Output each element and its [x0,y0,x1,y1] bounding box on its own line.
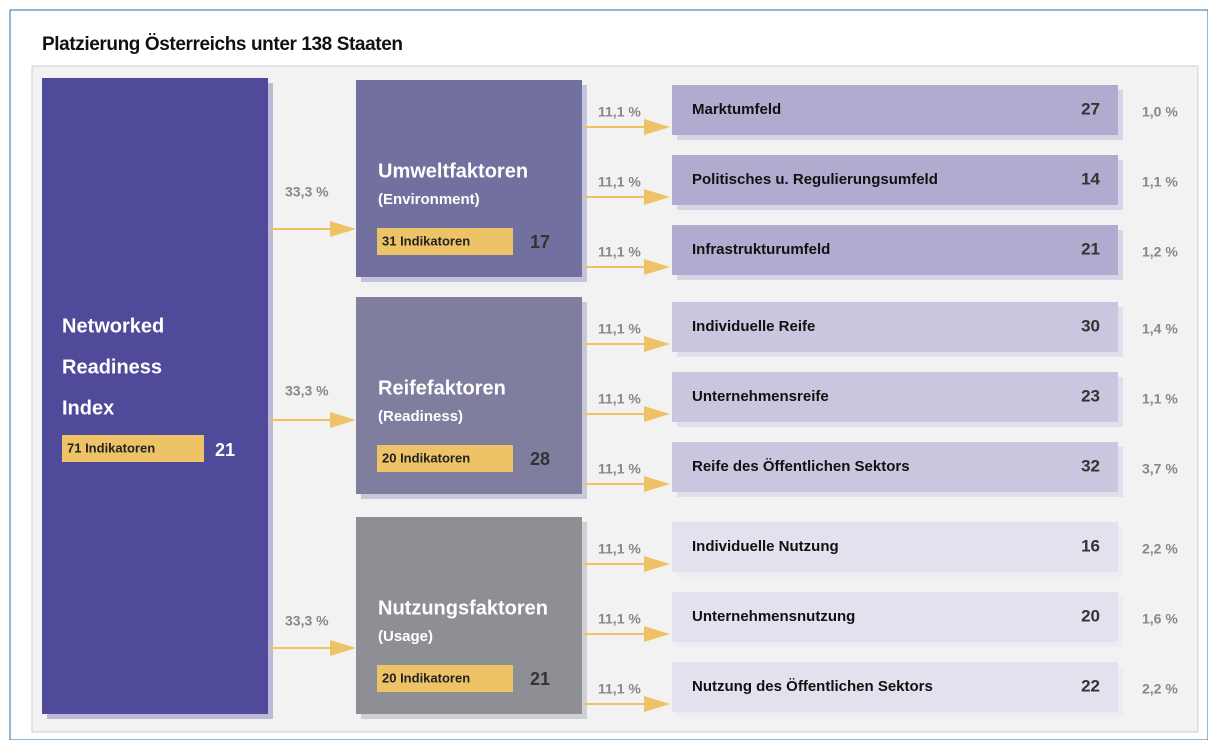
root-indicators: 71 Indikatoren [67,440,155,455]
child-weight: 11,1 % [598,391,641,407]
group-rank: 21 [530,669,550,689]
arrow-head [644,696,670,712]
arrow-head [644,406,670,422]
root-label: Readiness [62,356,162,378]
badge [377,665,513,692]
child-box [672,662,1118,712]
group-subtitle: (Readiness) [378,408,463,425]
child-rank: 23 [1081,386,1100,405]
child-label: Unternehmensnutzung [692,608,855,625]
child-rank: 32 [1081,456,1100,475]
child-share: 1,2 % [1142,244,1178,260]
child-label: Individuelle Reife [692,318,815,335]
child-label: Marktumfeld [692,101,781,118]
child-rank: 16 [1081,536,1100,555]
child-label: Unternehmensreife [692,388,829,405]
child-box [672,522,1118,572]
arrow-head [644,336,670,352]
child-label: Nutzung des Öffentlichen Sektors [692,678,933,695]
child-rank: 30 [1081,316,1100,335]
child-weight: 11,1 % [598,321,641,337]
badge [377,228,513,255]
root-label: Networked [62,315,164,337]
arrow-head [330,640,356,656]
child-box [672,372,1118,422]
child-share: 1,6 % [1142,611,1178,627]
child-weight: 11,1 % [598,244,641,260]
child-weight: 11,1 % [598,174,641,190]
child-label: Infrastrukturumfeld [692,241,830,258]
group-indicators: 20 Indikatoren [382,450,470,465]
child-label: Reife des Öffentlichen Sektors [692,458,910,475]
arrow-head [330,221,356,237]
title: Platzierung Österreichs unter 138 Staate… [42,34,403,55]
group-weight: 33,3 % [285,383,329,399]
child-share: 2,2 % [1142,681,1178,697]
child-share: 1,1 % [1142,391,1178,407]
group-subtitle: (Usage) [378,628,433,645]
child-box [672,302,1118,352]
child-weight: 11,1 % [598,461,641,477]
group-weight: 33,3 % [285,184,329,200]
root-rank: 21 [215,440,235,460]
arrow-head [644,119,670,135]
arrow-head [644,626,670,642]
child-share: 2,2 % [1142,541,1178,557]
child-weight: 11,1 % [598,104,641,120]
child-share: 1,1 % [1142,174,1178,190]
root-box [42,78,268,714]
child-weight: 11,1 % [598,681,641,697]
group-indicators: 31 Indikatoren [382,233,470,248]
child-weight: 11,1 % [598,611,641,627]
group-title: Reifefaktoren [378,377,506,399]
child-share: 1,0 % [1142,104,1178,120]
child-box [672,225,1118,275]
child-rank: 20 [1081,606,1100,625]
arrow-head [644,476,670,492]
child-box [672,442,1118,492]
child-label: Politisches u. Regulierungsumfeld [692,171,938,188]
child-rank: 27 [1081,99,1100,118]
child-share: 3,7 % [1142,461,1178,477]
child-rank: 22 [1081,676,1100,695]
badge [377,445,513,472]
child-share: 1,4 % [1142,321,1178,337]
child-rank: 14 [1081,169,1100,188]
arrow-head [330,412,356,428]
arrow-head [644,189,670,205]
child-box [672,85,1118,135]
group-title: Nutzungsfaktoren [378,597,548,619]
badge [62,435,204,462]
child-box [672,592,1118,642]
group-indicators: 20 Indikatoren [382,670,470,685]
group-title: Umweltfaktoren [378,160,528,182]
child-box [672,155,1118,205]
arrow-head [644,556,670,572]
group-weight: 33,3 % [285,613,329,629]
child-label: Individuelle Nutzung [692,538,839,555]
arrow-head [644,259,670,275]
child-weight: 11,1 % [598,541,641,557]
group-rank: 17 [530,232,550,252]
child-rank: 21 [1081,239,1100,258]
group-subtitle: (Environment) [378,191,480,208]
group-rank: 28 [530,449,550,469]
root-label: Index [62,397,114,419]
